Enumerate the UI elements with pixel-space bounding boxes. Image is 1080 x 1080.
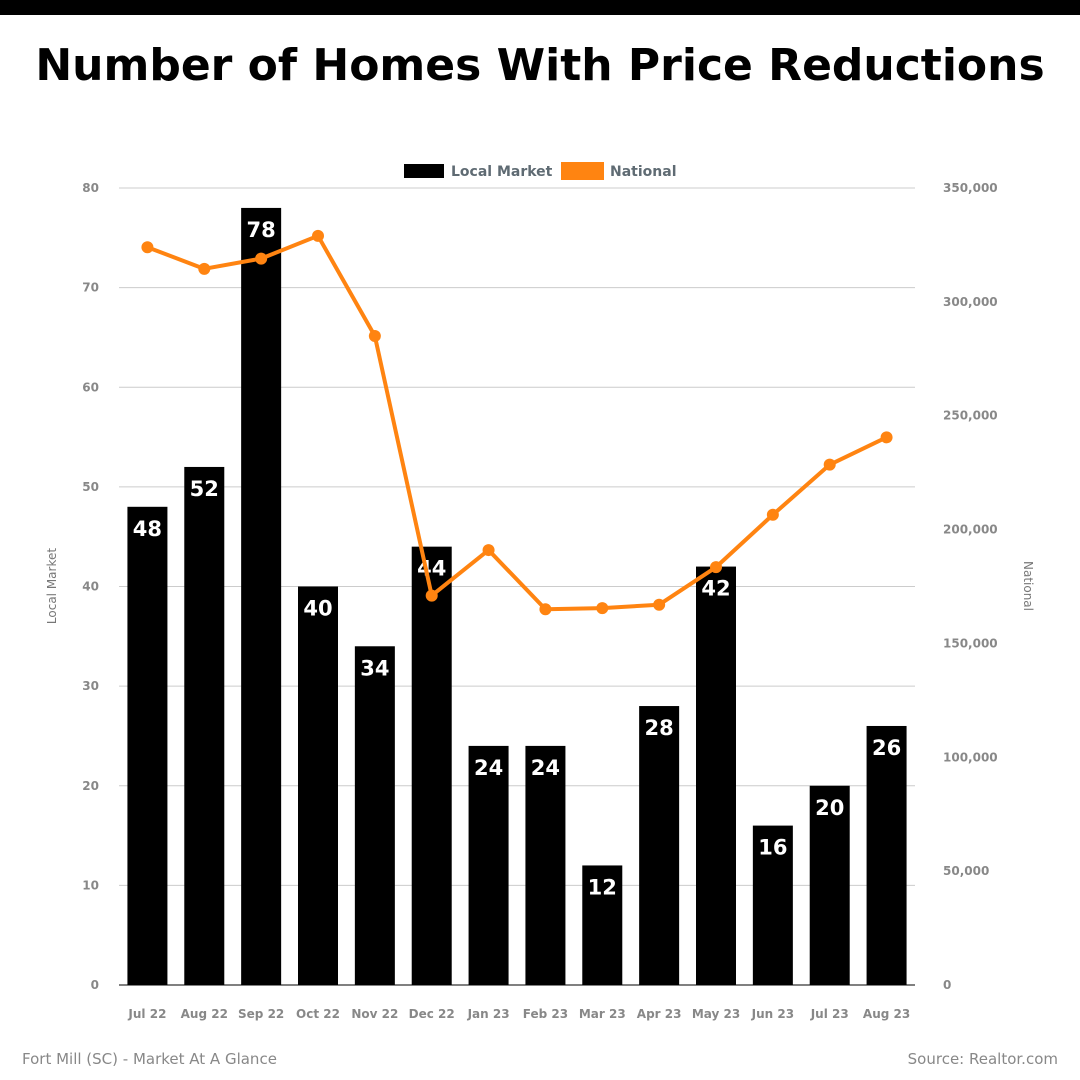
x-tick-label: Aug 23	[863, 1007, 910, 1021]
x-tick-label: Nov 22	[351, 1007, 398, 1021]
bar	[525, 745, 566, 985]
national-point	[880, 431, 893, 444]
bar-data-label: 42	[701, 577, 730, 601]
legend-swatch-national	[561, 162, 604, 180]
national-point	[368, 330, 381, 343]
national-point	[141, 241, 154, 254]
bar-data-label: 24	[531, 756, 560, 780]
y-tick-label: 20	[82, 779, 99, 793]
y-tick-label: 50	[82, 480, 99, 494]
bar	[184, 466, 225, 985]
national-point	[312, 229, 324, 242]
bar-data-label: 20	[815, 796, 844, 820]
bar	[639, 706, 680, 985]
legend-label-national: National	[610, 164, 677, 180]
bar-data-label: 24	[474, 756, 503, 780]
bar-data-label: 34	[360, 656, 389, 680]
legend-swatch-local	[404, 164, 444, 178]
x-tick-label: Dec 22	[409, 1007, 455, 1021]
footer-caption: Fort Mill (SC) - Market At A Glance	[22, 1050, 277, 1068]
national-point	[823, 458, 836, 471]
bar	[809, 785, 850, 985]
bar-data-label: 48	[133, 517, 162, 541]
chart-title: Number of Homes With Price Reductions	[35, 40, 1045, 91]
y2-axis-title: National	[1021, 561, 1035, 611]
x-tick-label: Mar 23	[579, 1007, 626, 1021]
x-tick-label: Oct 22	[296, 1007, 340, 1021]
national-point	[653, 598, 666, 611]
y-tick-label: 60	[82, 380, 99, 394]
y2-tick-label: 250,000	[943, 409, 998, 423]
national-point	[255, 252, 268, 265]
bar-data-label: 44	[417, 557, 446, 581]
x-tick-label: Jul 23	[810, 1007, 849, 1021]
bar	[752, 825, 793, 985]
footer-source: Source: Realtor.com	[907, 1050, 1058, 1068]
bar	[298, 586, 338, 985]
bar	[127, 506, 168, 985]
x-tick-label: Jun 23	[751, 1007, 794, 1021]
y-axis-title: Local Market	[45, 548, 59, 624]
top-bar	[0, 0, 1080, 15]
bar-data-label: 26	[872, 736, 901, 760]
y2-tick-label: 100,000	[943, 750, 998, 764]
x-tick-label: Jan 23	[467, 1007, 510, 1021]
bar-data-label: 16	[758, 836, 787, 860]
y2-tick-label: 50,000	[943, 864, 989, 878]
bar	[411, 546, 452, 985]
bar-data-label: 78	[247, 218, 276, 242]
bar-data-label: 40	[303, 597, 332, 621]
y2-tick-label: 350,000	[943, 181, 998, 195]
national-point	[596, 602, 609, 615]
x-tick-label: Sep 22	[238, 1007, 284, 1021]
y2-tick-label: 0	[943, 978, 951, 992]
national-point	[482, 544, 495, 557]
y-tick-label: 80	[82, 181, 99, 195]
national-point	[198, 262, 211, 275]
bar-data-label: 52	[190, 477, 219, 501]
y-tick-label: 40	[82, 580, 99, 594]
x-tick-label: Feb 23	[523, 1007, 568, 1021]
national-point	[766, 508, 779, 521]
y2-tick-label: 150,000	[943, 636, 998, 650]
y-tick-label: 0	[91, 978, 99, 992]
national-line	[146, 233, 888, 612]
x-tick-label: Apr 23	[637, 1007, 682, 1021]
national-point	[539, 603, 552, 616]
x-tick-label: Jul 22	[127, 1007, 166, 1021]
bar-data-label: 28	[645, 716, 674, 740]
bar	[241, 207, 282, 986]
y-tick-label: 70	[82, 281, 99, 295]
y2-tick-label: 300,000	[943, 295, 998, 309]
bar	[696, 566, 736, 985]
bar-data-label: 12	[588, 875, 617, 899]
x-tick-label: Aug 22	[181, 1007, 228, 1021]
bar	[354, 646, 395, 985]
bar	[866, 725, 907, 985]
x-tick-label: May 23	[692, 1007, 740, 1021]
y-tick-label: 30	[82, 679, 99, 693]
y2-tick-label: 200,000	[943, 523, 998, 537]
bar	[582, 865, 623, 985]
y-tick-label: 10	[82, 878, 99, 892]
legend-label-local: Local Market	[451, 164, 553, 180]
bar	[468, 745, 509, 985]
national-point	[710, 561, 722, 574]
national-point	[425, 589, 438, 602]
